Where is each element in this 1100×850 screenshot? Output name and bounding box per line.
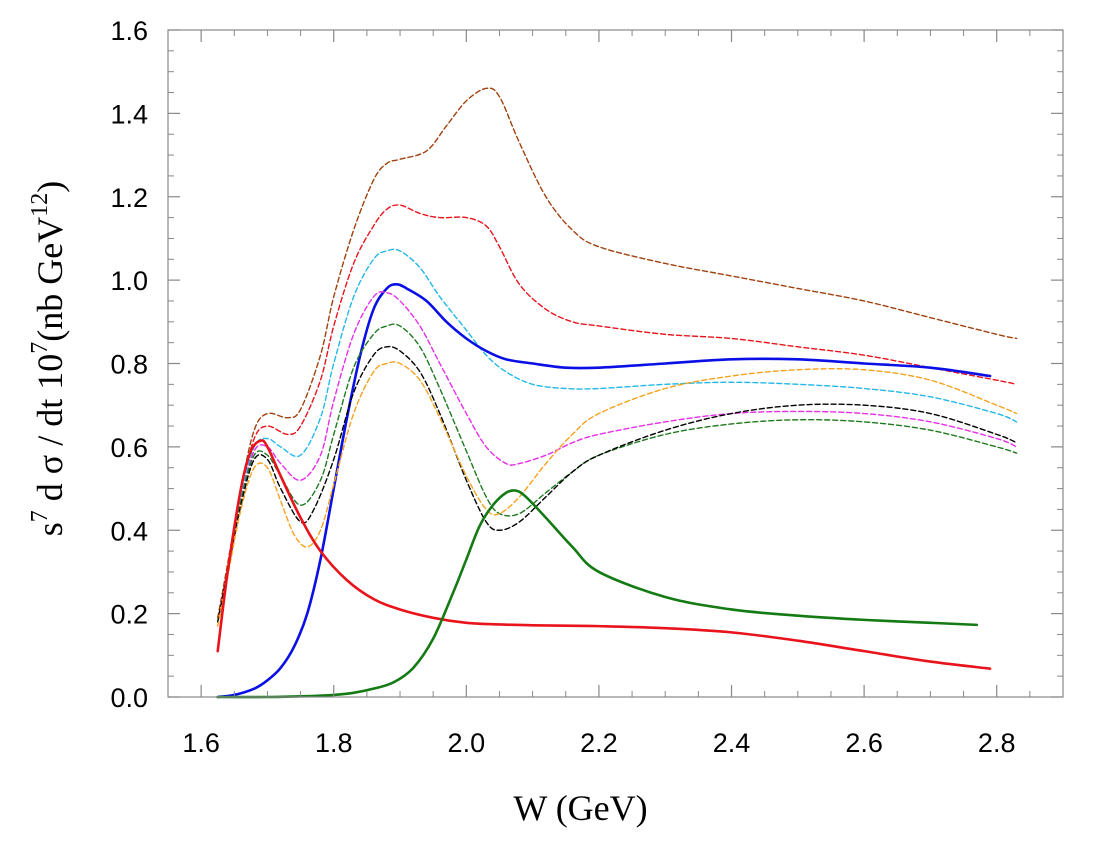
y-tick-label: 0.4 (110, 516, 148, 546)
series-cyan-dashed (217, 248, 1018, 623)
series-green-solid (216, 489, 979, 699)
x-tick-label: 2.6 (845, 728, 883, 758)
y-label-close: ) (30, 181, 70, 193)
y-label-unit: (nb GeV (30, 217, 70, 342)
y-tick-label: 1.0 (110, 266, 148, 296)
ticks-layer: 1.6 1.8 2.0 2.2 2.4 2.6 2.8 0.0 0.2 0.4 0.6 0.8 1.0 1… (110, 16, 1064, 758)
x-tick-label: 2.8 (978, 728, 1016, 758)
x-tick-label: 2.0 (448, 728, 486, 758)
x-axis-label: W (GeV) (513, 788, 647, 828)
y-label-mid: d σ / dt 10 (30, 354, 70, 510)
y-tick-label: 1.4 (110, 99, 148, 129)
y-tick-label: 1.6 (110, 16, 148, 46)
y-tick-label: 1.2 (110, 183, 148, 213)
y-axis-label: s7 d σ / dt 107(nb GeV12) (27, 181, 70, 536)
series-blue-solid (216, 282, 992, 699)
series-layer (216, 87, 1018, 699)
y-tick-label: 0.8 (110, 350, 148, 380)
x-tick-label: 2.2 (580, 728, 618, 758)
series-brown-dashed (217, 87, 1018, 619)
y-label-s-exponent: 7 (27, 510, 53, 522)
series-orange-dashed (217, 361, 1018, 627)
y-label-s: s (30, 522, 70, 536)
x-tick-label: 2.4 (713, 728, 751, 758)
x-tick-label: 1.8 (315, 728, 353, 758)
y-tick-label: 0.0 (110, 683, 148, 713)
series-red-dashed (217, 204, 1018, 623)
y-tick-label: 0.6 (110, 433, 148, 463)
series-black-dashed (217, 345, 1018, 623)
y-label-unit-exponent: 12 (27, 193, 53, 217)
series-red-solid (216, 439, 992, 670)
y-label-ten-exponent: 7 (27, 342, 53, 354)
x-tick-label: 1.6 (182, 728, 220, 758)
y-tick-label: 0.2 (110, 600, 148, 630)
series-magenta-dashed (217, 291, 1018, 623)
plot-frame (167, 29, 1064, 698)
